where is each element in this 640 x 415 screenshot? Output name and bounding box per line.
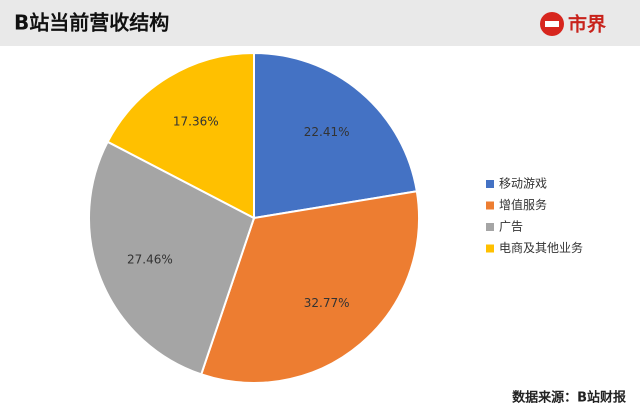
slice-label: 32.77% [304,296,350,310]
logo-text: 市界 [568,13,606,36]
legend-swatch [486,180,494,188]
pie-slice [199,190,420,384]
legend-swatch [486,244,494,253]
legend-label: 广告 [499,220,523,234]
source-note: 数据来源：B站财报 [512,390,627,406]
pie-slice [106,51,255,220]
chart-title: B站当前营收结构 [14,11,169,35]
legend-label: 增值服务 [499,197,547,212]
header-band [0,0,640,46]
slice-label: 22.41% [304,125,350,139]
slice-label: 27.46% [127,252,173,266]
legend-label: 移动游戏 [499,177,547,191]
pie-slice [88,140,256,376]
legend-swatch [486,223,494,231]
slice-label: 17.36% [173,115,219,129]
legend-swatch [486,201,494,210]
legend-label: 电商及其他业务 [499,240,583,255]
pie-slice [253,51,418,220]
logo-icon-bar [545,21,559,27]
